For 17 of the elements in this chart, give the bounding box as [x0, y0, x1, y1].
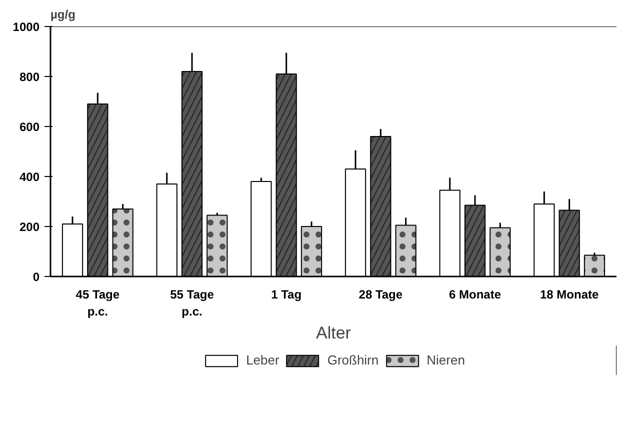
legend-label: Nieren [426, 352, 465, 368]
legend-label: Leber [246, 352, 280, 368]
y-axis-title: µg/g [50, 8, 76, 22]
y-tick-label: 800 [19, 70, 40, 84]
y-tick-label: 1000 [12, 20, 40, 34]
x-tick-label: 28 Tage [358, 288, 403, 302]
x-tick-label: 55 Tage p.c. [170, 288, 214, 318]
x-axis-title: Alter [316, 323, 352, 342]
x-tick-label: 18 Monate [540, 288, 599, 302]
y-tick-label: 0 [32, 270, 40, 284]
x-tick-label: 1 Tag [271, 288, 302, 302]
y-tick-label: 600 [19, 120, 40, 134]
legend-label: Großhirn [327, 352, 379, 368]
y-tick-label: 400 [19, 170, 40, 184]
x-tick-label: 45 Tage p.c. [76, 288, 120, 318]
y-tick-label: 200 [19, 220, 40, 234]
x-tick-label: 6 Monate [448, 288, 502, 302]
